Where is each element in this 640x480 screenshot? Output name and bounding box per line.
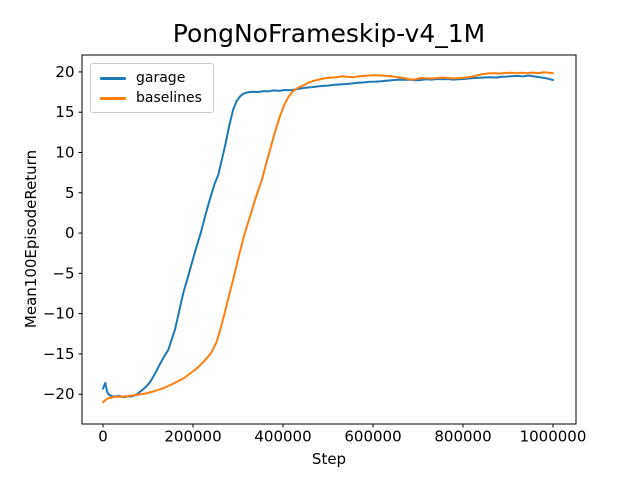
y-tick-label: 10 [55, 143, 74, 161]
legend-label-baselines: baselines [136, 90, 202, 106]
axes-spines [81, 54, 577, 425]
legend-item-garage: garage [100, 71, 202, 85]
y-tick-label: −20 [43, 385, 75, 403]
legend-item-baselines: baselines [100, 91, 202, 105]
legend-label-garage: garage [136, 70, 186, 86]
x-tick-label: 200000 [164, 428, 221, 446]
legend-line-swatch-baselines [100, 96, 126, 100]
x-tick-label: 1000000 [520, 428, 587, 446]
y-tick-label: −5 [52, 264, 74, 282]
y-axis-label: Mean100EpisodeReturn [22, 149, 40, 329]
y-tick-label: 15 [55, 103, 74, 121]
x-tick-label: 600000 [344, 428, 401, 446]
series-line-baselines [102, 71, 554, 404]
x-tick-label: 0 [98, 428, 108, 446]
y-tick-label: −10 [43, 305, 75, 323]
y-tick-label: −15 [43, 345, 75, 363]
x-tick-label: 800000 [434, 428, 491, 446]
legend: garage baselines [90, 63, 214, 113]
y-tick-label: 5 [65, 184, 75, 202]
x-axis-label: Step [311, 450, 347, 468]
series-line-garage [102, 74, 554, 398]
y-tick-label: 20 [55, 63, 74, 81]
chart-title: PongNoFrameskip-v4_1M [172, 19, 486, 48]
x-tick-label: 400000 [254, 428, 311, 446]
legend-line-swatch-garage [100, 76, 126, 80]
y-tick-label: 0 [65, 224, 75, 242]
